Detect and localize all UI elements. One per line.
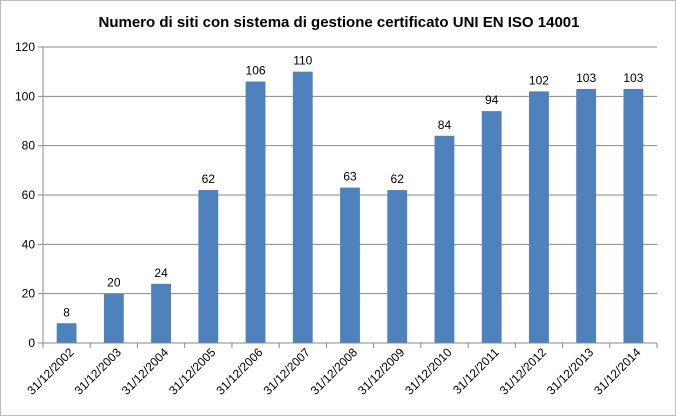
x-tick-label: 31/12/2012	[497, 345, 550, 398]
data-labels: 8 20 24 62 106 110 63 62 84 94 102 103 103	[63, 54, 643, 320]
data-label: 106	[246, 64, 266, 78]
x-tick-label: 31/12/2006	[213, 345, 266, 398]
x-tick-label: 31/12/2002	[24, 345, 77, 398]
axes	[42, 47, 657, 344]
y-tick-label: 80	[22, 139, 36, 153]
data-label: 102	[529, 73, 549, 87]
bar-31-12-2009	[387, 190, 408, 343]
y-tick-label: 0	[28, 336, 35, 350]
data-label: 84	[438, 118, 452, 132]
x-tick-label: 31/12/2004	[119, 345, 172, 398]
y-tick-label: 60	[22, 188, 36, 202]
data-label: 24	[154, 266, 168, 280]
x-tick-label: 31/12/2009	[355, 345, 408, 398]
x-tick-label: 31/12/2011	[450, 345, 502, 397]
bar-31-12-2004	[151, 283, 171, 343]
y-tick-label: 40	[22, 237, 36, 251]
bar-31-12-2003	[103, 293, 124, 343]
bar-31-12-2010	[434, 135, 455, 343]
data-label: 62	[202, 172, 216, 186]
x-tick-label: 31/12/2007	[261, 345, 314, 398]
bar-31-12-2012	[529, 91, 549, 344]
data-label: 62	[391, 172, 405, 186]
x-tick-label: 31/12/2010	[402, 345, 455, 398]
data-label: 20	[107, 276, 121, 290]
x-tick-label: 31/12/2014	[591, 345, 644, 398]
bar-31-12-2006	[245, 81, 266, 344]
bar-31-12-2014	[623, 88, 644, 343]
data-label: 110	[293, 54, 312, 68]
data-label: 103	[623, 71, 643, 85]
bar-31-12-2011	[481, 111, 502, 343]
data-label: 94	[485, 93, 499, 107]
x-tick-label: 31/12/2005	[166, 345, 219, 398]
y-tick-label: 20	[22, 287, 36, 301]
bar-31-12-2007	[292, 71, 313, 344]
bar-31-12-2013	[576, 88, 597, 343]
bars	[56, 71, 644, 344]
x-tick-label: 31/12/2003	[72, 345, 125, 398]
x-axis-ticks: 31/12/200231/12/200331/12/200431/12/2005…	[24, 343, 658, 398]
data-label: 103	[576, 71, 596, 85]
x-tick-label: 31/12/2013	[544, 345, 597, 398]
x-tick-label: 31/12/2008	[308, 345, 361, 398]
data-label: 8	[63, 305, 70, 319]
bar-31-12-2002	[56, 323, 77, 343]
data-label: 63	[343, 170, 357, 184]
y-tick-label: 120	[15, 40, 35, 54]
y-axis-ticks: 0 20 40 60 80 100 120	[15, 40, 43, 350]
chart-title: Numero di siti con sistema di gestione c…	[99, 14, 580, 31]
bar-31-12-2008	[340, 187, 360, 343]
bar-31-12-2005	[198, 190, 219, 343]
y-tick-label: 100	[15, 89, 35, 103]
